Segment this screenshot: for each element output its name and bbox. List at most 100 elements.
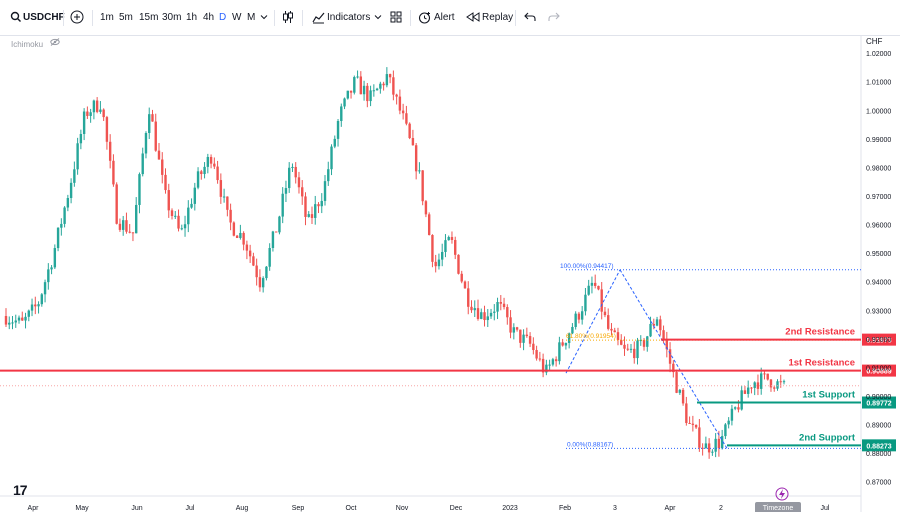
candle [248,250,252,257]
eye-hidden-icon[interactable] [50,38,60,48]
redo-icon[interactable] [548,0,560,36]
chevron-down-icon[interactable] [260,0,268,36]
candle [203,166,206,175]
candle [486,316,489,321]
candle [711,451,714,453]
candle [717,438,721,449]
search-icon[interactable] [10,0,22,36]
candle [37,304,40,307]
candle [633,348,636,359]
y-tick-label: 0.92000 [866,337,891,344]
candle [219,180,223,197]
candle [183,224,187,229]
level-price-label: 0.89772 [866,401,891,408]
interval-5m[interactable]: 5m [119,12,133,23]
candle [587,285,590,295]
candle [483,312,486,321]
candle [577,313,581,320]
interval-1h[interactable]: 1h [186,12,198,23]
chevron-down-icon[interactable] [374,0,382,36]
interval-m[interactable]: M [247,12,256,23]
candle [515,327,519,330]
currency-label[interactable]: CHF [866,37,883,46]
candle [17,317,21,321]
candle [720,436,724,449]
candle [704,443,708,449]
candle [297,177,301,188]
candle [574,313,577,327]
interval-1m[interactable]: 1m [100,12,114,23]
y-tick-label: 0.89000 [866,423,891,430]
symbol-name[interactable]: USDCHF [23,12,65,23]
indicators-icon[interactable] [312,0,325,36]
candle [662,330,665,340]
interval-w[interactable]: W [232,12,242,23]
candle [512,327,516,333]
indicators-button[interactable]: Indicators [327,12,371,23]
candle [21,317,24,321]
x-tick-label: Jul [186,505,195,512]
candle [545,364,548,373]
candle [392,77,395,95]
candle [528,336,532,344]
candle [480,312,483,319]
candle [151,114,154,122]
top-toolbar: USDCHF 1m 5m 15m 30m 1h 4h D W M Indicat… [0,0,900,36]
candle [154,121,157,151]
x-tick-label: 3 [613,505,617,512]
candle [170,210,174,216]
level-name: 1st Resistance [788,358,855,369]
candle [639,340,642,342]
level-price-label: 0.88273 [866,443,891,450]
interval-30m[interactable]: 30m [162,12,182,23]
candle [206,156,210,167]
level-name: 1st Support [802,390,856,401]
candle [558,342,561,362]
candle [473,308,476,311]
fib-trend-line [565,269,621,374]
x-tick-label: Oct [346,505,357,512]
lightning-icon [775,487,789,501]
candles-icon[interactable] [282,0,294,36]
compare-add-icon[interactable] [70,0,84,36]
replay-button[interactable]: Replay [482,12,514,23]
candle [76,143,79,170]
candle [395,94,398,97]
candle [551,359,555,365]
undo-icon[interactable] [524,0,536,36]
alert-button[interactable]: Alert [434,12,455,23]
candle [405,113,408,124]
layouts-grid-icon[interactable] [390,0,402,36]
alert-clock-icon[interactable] [418,0,431,36]
candle [476,308,480,319]
candle [174,215,177,217]
candle [190,203,193,208]
candle [600,289,603,312]
candle [753,382,756,388]
candle [672,363,675,373]
interval-15m[interactable]: 15m [139,12,159,23]
candle [226,196,229,210]
candle [623,344,626,349]
replay-icon[interactable] [466,0,480,36]
candle [271,231,275,249]
candle [56,227,60,249]
candle [532,343,535,351]
candle [63,207,66,224]
chart-area[interactable]: 100.00%(0.94417) 61.80%(0.91954) 0.00%(0.8… [0,36,900,514]
level-name: 2nd Resistance [785,327,855,338]
candle [92,100,96,113]
indicator-name[interactable]: Ichimoku [11,40,44,49]
candle [489,312,493,317]
price-chart[interactable]: 100.00%(0.94417) 61.80%(0.91954) 0.00%(0.8… [0,36,900,514]
candle [437,259,441,267]
candle [382,83,385,86]
candle [626,348,629,350]
candle [460,273,463,282]
interval-d[interactable]: D [219,12,227,23]
candle [366,85,369,102]
candle [554,359,558,362]
candle [541,358,545,373]
level-price-label: 0.90889 [866,369,891,376]
interval-4h[interactable]: 4h [203,12,215,23]
